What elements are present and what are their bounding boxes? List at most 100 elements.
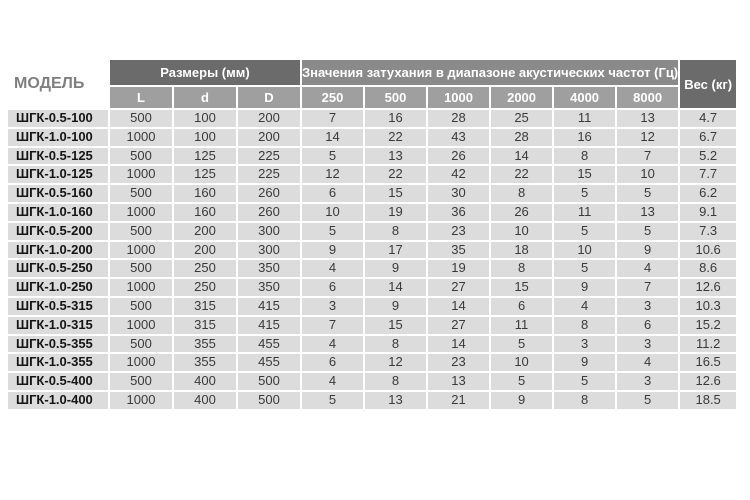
weight-cell: 11.2 <box>680 335 737 353</box>
attenuation-cell: 5 <box>554 373 616 390</box>
header-group-row: МОДЕЛЬ Размеры (мм) Значения затухания в… <box>8 60 737 108</box>
dimension-cell: 355 <box>174 354 236 372</box>
attenuation-cell: 16 <box>365 110 427 127</box>
attenuation-cell: 43 <box>428 128 490 146</box>
dimension-cell: 500 <box>110 147 172 165</box>
attenuation-cell: 3 <box>617 373 679 390</box>
attenuation-cell: 4 <box>302 260 364 278</box>
model-cell: ШГК-1.0-250 <box>8 279 108 296</box>
weight-cell: 10.6 <box>680 241 737 259</box>
dimension-cell: 350 <box>238 279 300 296</box>
attenuation-cell: 13 <box>617 110 679 127</box>
model-cell: ШГК-1.0-200 <box>8 241 108 259</box>
model-cell: ШГК-1.0-125 <box>8 166 108 184</box>
attenuation-cell: 13 <box>617 203 679 221</box>
attenuation-cell: 42 <box>428 166 490 184</box>
attenuation-cell: 5 <box>617 222 679 240</box>
attenuation-cell: 35 <box>428 241 490 259</box>
attenuation-cell: 5 <box>491 335 553 353</box>
attenuation-cell: 22 <box>491 166 553 184</box>
attenuation-cell: 15 <box>365 316 427 334</box>
attenuation-cell: 15 <box>365 185 427 202</box>
attenuation-cell: 4 <box>302 335 364 353</box>
dimension-cell: 400 <box>174 373 236 390</box>
attenuation-cell: 23 <box>428 222 490 240</box>
attenuation-cell: 8 <box>365 222 427 240</box>
attenuation-cell: 4 <box>554 297 616 315</box>
attenuation-cell: 12 <box>617 128 679 146</box>
attenuation-cell: 23 <box>428 354 490 372</box>
attenuation-cell: 14 <box>365 279 427 296</box>
attenuation-cell: 30 <box>428 185 490 202</box>
attenuation-cell: 18 <box>491 241 553 259</box>
attenuation-cell: 17 <box>365 241 427 259</box>
dimension-cell: 500 <box>110 110 172 127</box>
dimension-cell: 415 <box>238 297 300 315</box>
table-row: ШГК-1.0-200 1000 200 300 9 17 35 18 10 9 10.6 <box>8 241 737 259</box>
dimension-cell: 250 <box>174 279 236 296</box>
dimension-cell: 500 <box>110 373 172 390</box>
attenuation-cell: 7 <box>302 110 364 127</box>
dimension-cell: 500 <box>110 335 172 353</box>
attenuation-cell: 12 <box>302 166 364 184</box>
frequency-subheader: 4000 <box>554 87 616 108</box>
weight-cell: 5.2 <box>680 147 737 165</box>
dimension-cell: 260 <box>238 203 300 221</box>
table-row: ШГК-0.5-250 500 250 350 4 9 19 8 5 4 8.6 <box>8 260 737 278</box>
attenuation-cell: 5 <box>302 391 364 409</box>
table-row: ШГК-0.5-315 500 315 415 3 9 14 6 4 3 10.3 <box>8 297 737 315</box>
attenuation-cell: 8 <box>491 260 553 278</box>
attenuation-cell: 10 <box>617 166 679 184</box>
table-row: ШГК-0.5-125 500 125 225 5 13 26 14 8 7 5.2 <box>8 147 737 165</box>
model-cell: ШГК-1.0-355 <box>8 354 108 372</box>
dimension-cell: 1000 <box>110 241 172 259</box>
attenuation-cell: 9 <box>365 260 427 278</box>
model-cell: ШГК-1.0-315 <box>8 316 108 334</box>
attenuation-cell: 5 <box>617 391 679 409</box>
attenuation-cell: 19 <box>428 260 490 278</box>
dimension-cell: 315 <box>174 316 236 334</box>
attenuation-cell: 14 <box>428 335 490 353</box>
dimension-cell: 300 <box>238 241 300 259</box>
dimension-cell: 350 <box>238 260 300 278</box>
model-cell: ШГК-1.0-400 <box>8 391 108 409</box>
attenuation-cell: 3 <box>617 335 679 353</box>
attenuation-cell: 13 <box>365 147 427 165</box>
attenuation-cell: 3 <box>302 297 364 315</box>
dimension-cell: 250 <box>174 260 236 278</box>
table-row: ШГК-1.0-100 1000 100 200 14 22 43 28 16 12 6.7 <box>8 128 737 146</box>
attenuation-cell: 6 <box>302 279 364 296</box>
dimensions-group-header: Размеры (мм) <box>110 60 300 85</box>
attenuation-cell: 9 <box>617 241 679 259</box>
silencer-spec-table: МОДЕЛЬ Размеры (мм) Значения затухания в… <box>6 58 738 411</box>
attenuation-cell: 25 <box>491 110 553 127</box>
attenuation-cell: 11 <box>491 316 553 334</box>
dimension-cell: 200 <box>238 110 300 127</box>
attenuation-cell: 27 <box>428 316 490 334</box>
attenuation-cell: 4 <box>617 354 679 372</box>
attenuation-cell: 3 <box>617 297 679 315</box>
attenuation-cell: 13 <box>428 373 490 390</box>
attenuation-cell: 26 <box>491 203 553 221</box>
dimension-cell: 160 <box>174 185 236 202</box>
attenuation-cell: 9 <box>365 297 427 315</box>
model-cell: ШГК-0.5-200 <box>8 222 108 240</box>
attenuation-cell: 10 <box>491 354 553 372</box>
weight-cell: 12.6 <box>680 373 737 390</box>
table-row: ШГК-1.0-355 1000 355 455 6 12 23 10 9 4 16.5 <box>8 354 737 372</box>
weight-cell: 12.6 <box>680 279 737 296</box>
attenuation-cell: 7 <box>617 279 679 296</box>
dimension-cell: 1000 <box>110 128 172 146</box>
attenuation-cell: 22 <box>365 128 427 146</box>
dimension-cell: 315 <box>174 297 236 315</box>
attenuation-cell: 13 <box>365 391 427 409</box>
attenuation-cell: 10 <box>491 222 553 240</box>
table-row: ШГК-0.5-160 500 160 260 6 15 30 8 5 5 6.2 <box>8 185 737 202</box>
dimension-cell: 260 <box>238 185 300 202</box>
frequency-subheader: 250 <box>302 87 364 108</box>
attenuation-cell: 4 <box>617 260 679 278</box>
weight-cell: 15.2 <box>680 316 737 334</box>
dimension-cell: 500 <box>238 391 300 409</box>
